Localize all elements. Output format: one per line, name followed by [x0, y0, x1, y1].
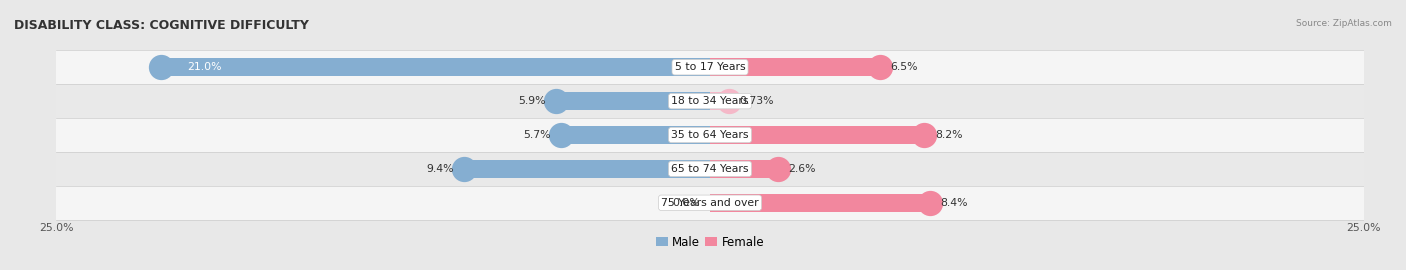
Bar — [56, 84, 1364, 118]
Text: 21.0%: 21.0% — [187, 62, 222, 72]
Bar — [56, 152, 1364, 186]
Text: 65 to 74 Years: 65 to 74 Years — [671, 164, 749, 174]
Text: 75 Years and over: 75 Years and over — [661, 198, 759, 208]
Text: 5 to 17 Years: 5 to 17 Years — [675, 62, 745, 72]
Text: 0.73%: 0.73% — [740, 96, 775, 106]
Text: 18 to 34 Years: 18 to 34 Years — [671, 96, 749, 106]
Bar — [555, 92, 710, 110]
Text: 8.4%: 8.4% — [941, 198, 967, 208]
Legend: Male, Female: Male, Female — [651, 231, 769, 254]
Text: Source: ZipAtlas.com: Source: ZipAtlas.com — [1296, 19, 1392, 28]
Text: 0.0%: 0.0% — [672, 198, 700, 208]
Bar — [710, 194, 929, 212]
Bar — [561, 126, 710, 144]
Text: 5.7%: 5.7% — [523, 130, 551, 140]
Bar — [710, 92, 730, 110]
Text: 5.9%: 5.9% — [517, 96, 546, 106]
Text: 8.2%: 8.2% — [935, 130, 963, 140]
Bar — [160, 58, 710, 76]
Bar — [710, 126, 925, 144]
Text: 6.5%: 6.5% — [890, 62, 918, 72]
Bar — [56, 186, 1364, 220]
Text: 2.6%: 2.6% — [789, 164, 815, 174]
Text: 9.4%: 9.4% — [426, 164, 454, 174]
Text: 35 to 64 Years: 35 to 64 Years — [671, 130, 749, 140]
Bar — [464, 160, 710, 178]
Bar — [56, 118, 1364, 152]
Bar — [710, 160, 778, 178]
Bar — [56, 50, 1364, 84]
Text: DISABILITY CLASS: COGNITIVE DIFFICULTY: DISABILITY CLASS: COGNITIVE DIFFICULTY — [14, 19, 309, 32]
Bar — [710, 58, 880, 76]
